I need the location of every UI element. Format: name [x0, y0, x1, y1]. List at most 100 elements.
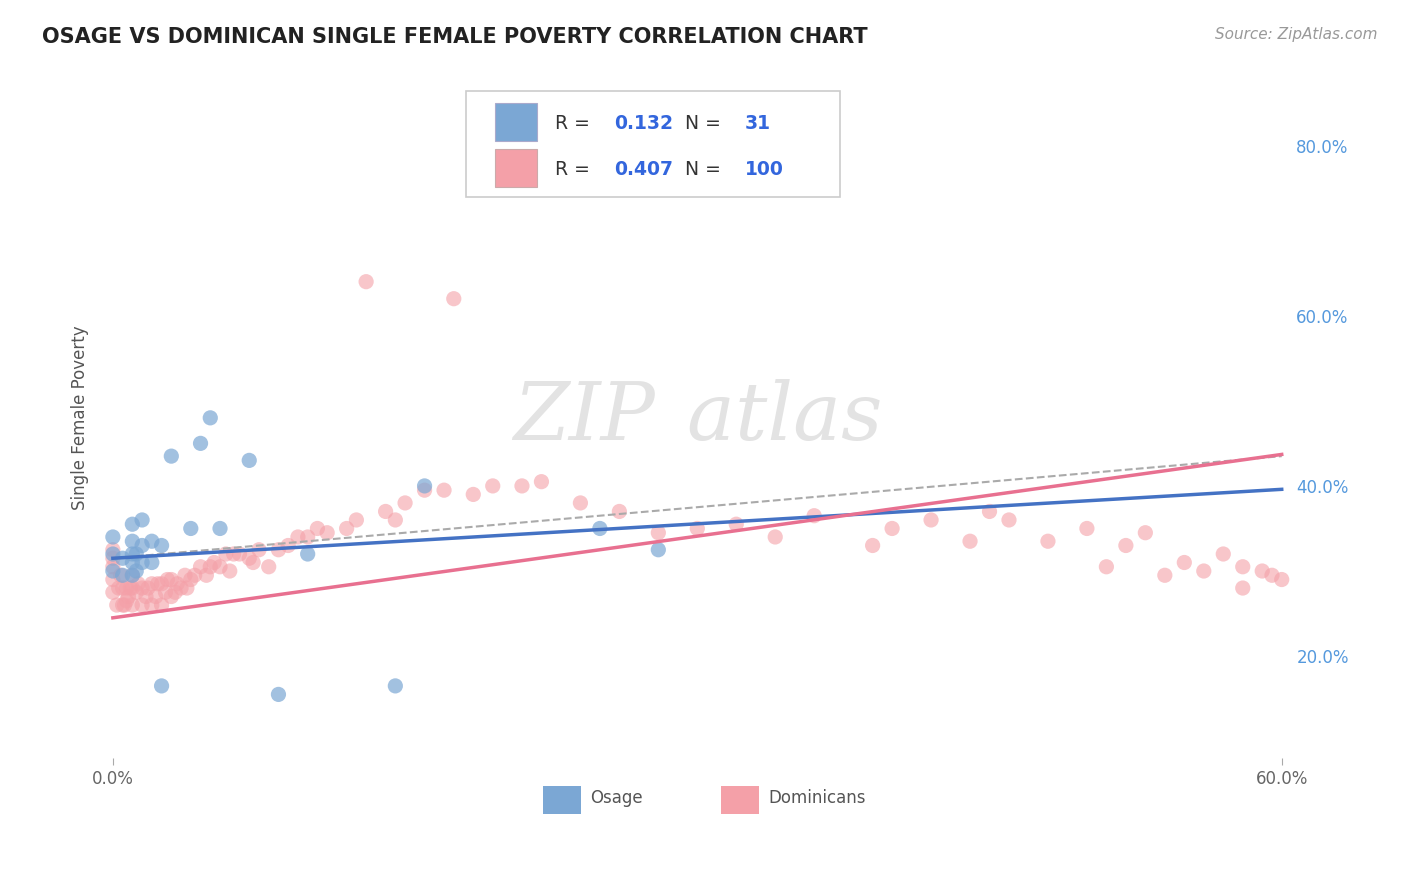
Text: Dominicans: Dominicans — [769, 789, 866, 806]
FancyBboxPatch shape — [495, 103, 537, 141]
Text: N =: N = — [685, 114, 727, 133]
Point — [862, 539, 884, 553]
Point — [374, 504, 396, 518]
Point — [160, 449, 183, 463]
Text: ZIP  atlas: ZIP atlas — [513, 379, 882, 457]
Point — [111, 568, 134, 582]
Point — [101, 530, 124, 544]
Text: 100: 100 — [745, 160, 783, 179]
Point — [131, 598, 153, 612]
Point — [160, 573, 183, 587]
Text: R =: R = — [555, 114, 596, 133]
Point — [215, 547, 238, 561]
Point — [1095, 559, 1118, 574]
Point — [463, 487, 485, 501]
Point — [413, 479, 436, 493]
Point — [170, 581, 193, 595]
Point — [200, 410, 222, 425]
Point — [443, 292, 465, 306]
Point — [121, 556, 143, 570]
Point — [160, 590, 183, 604]
Point — [150, 679, 173, 693]
Point — [120, 581, 142, 595]
Point — [125, 547, 148, 561]
Text: OSAGE VS DOMINICAN SINGLE FEMALE POVERTY CORRELATION CHART: OSAGE VS DOMINICAN SINGLE FEMALE POVERTY… — [42, 27, 868, 46]
Point — [166, 576, 188, 591]
Point — [569, 496, 592, 510]
Point — [101, 573, 124, 587]
Point — [1212, 547, 1234, 561]
Point — [145, 590, 167, 604]
Point — [354, 275, 377, 289]
Point — [111, 598, 134, 612]
Point — [247, 542, 270, 557]
Text: Source: ZipAtlas.com: Source: ZipAtlas.com — [1215, 27, 1378, 42]
Point — [125, 564, 148, 578]
Point — [510, 479, 533, 493]
Point — [180, 521, 202, 535]
Point — [998, 513, 1021, 527]
Point — [136, 581, 159, 595]
Point — [135, 590, 157, 604]
Point — [117, 590, 139, 604]
Point — [1135, 525, 1157, 540]
Text: 0.407: 0.407 — [614, 160, 673, 179]
Point — [1036, 534, 1059, 549]
Point — [218, 564, 240, 578]
Point — [1261, 568, 1284, 582]
Point — [1153, 568, 1175, 582]
Point — [384, 679, 406, 693]
Y-axis label: Single Female Poverty: Single Female Poverty — [72, 326, 89, 510]
FancyBboxPatch shape — [543, 786, 581, 814]
Point — [150, 576, 173, 591]
Point — [725, 517, 748, 532]
Point — [155, 585, 177, 599]
Point — [228, 547, 250, 561]
Point — [803, 508, 825, 523]
Point — [105, 598, 128, 612]
Point — [121, 581, 143, 595]
Point — [1232, 559, 1254, 574]
Point — [1251, 564, 1274, 578]
Point — [190, 436, 212, 450]
Text: 31: 31 — [745, 114, 770, 133]
Point — [190, 559, 212, 574]
Point — [165, 585, 187, 599]
Point — [107, 581, 129, 595]
Point — [880, 521, 903, 535]
Point — [131, 513, 153, 527]
Point — [1192, 564, 1215, 578]
Point — [121, 517, 143, 532]
Point — [131, 556, 153, 570]
Point — [174, 568, 197, 582]
Point — [111, 551, 134, 566]
Point — [131, 581, 153, 595]
Point — [920, 513, 942, 527]
Point — [131, 539, 153, 553]
Point — [1173, 556, 1195, 570]
Point — [121, 547, 143, 561]
Point — [647, 542, 669, 557]
Text: N =: N = — [685, 160, 727, 179]
Point — [394, 496, 416, 510]
Point — [180, 573, 202, 587]
Point — [686, 521, 709, 535]
Point — [238, 453, 260, 467]
Point — [115, 594, 138, 608]
Point — [101, 551, 124, 566]
Point — [141, 556, 163, 570]
Point — [121, 568, 143, 582]
Point — [101, 547, 124, 561]
Point — [156, 573, 179, 587]
Point — [127, 576, 149, 591]
Point — [589, 521, 612, 535]
Point — [101, 585, 124, 599]
Point — [141, 534, 163, 549]
Point — [150, 539, 173, 553]
Point — [979, 504, 1001, 518]
Point — [125, 585, 148, 599]
Point — [111, 581, 134, 595]
Point — [307, 521, 329, 535]
Point — [141, 598, 163, 612]
Point — [110, 568, 132, 582]
